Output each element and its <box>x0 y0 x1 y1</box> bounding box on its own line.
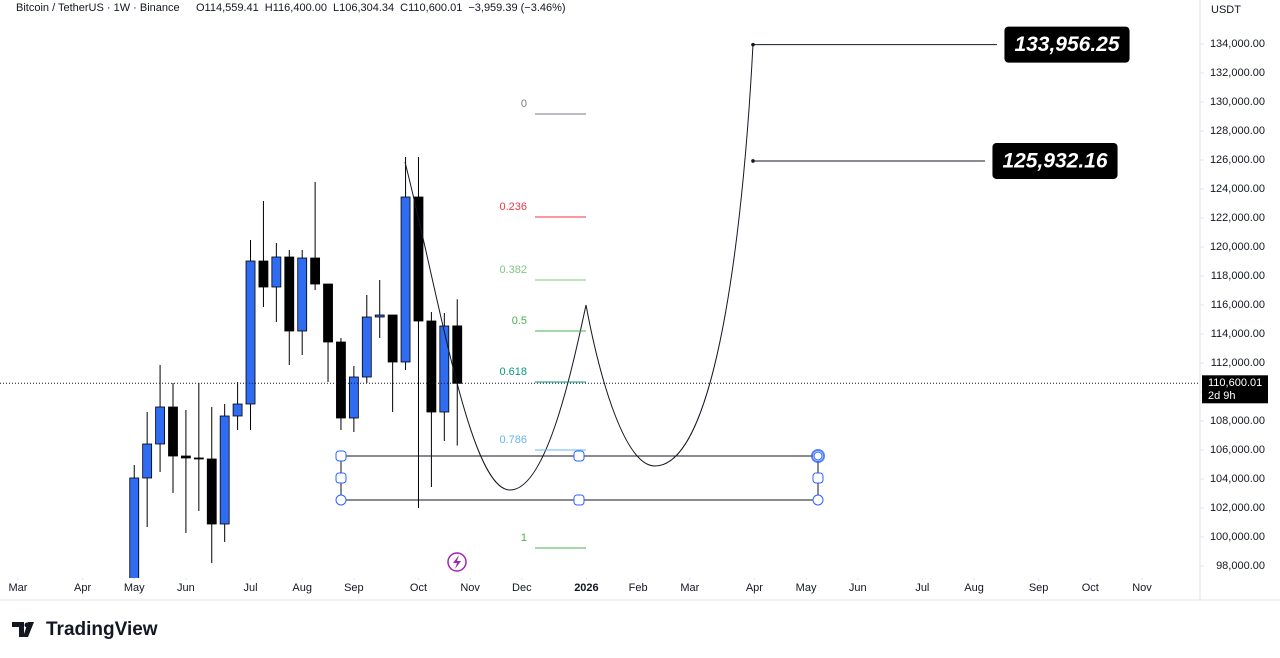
x-tick-label: Sep <box>344 582 364 594</box>
x-tick-label: Mar <box>680 582 699 594</box>
y-tick-label: 128,000.00 <box>1210 125 1265 137</box>
plot <box>129 156 463 578</box>
x-tick-label: May <box>124 582 145 594</box>
x-tick-label: Jun <box>177 582 195 594</box>
y-tick-label: 98,000.00 <box>1216 560 1265 572</box>
candle-body <box>452 325 463 384</box>
x-tick-label: Apr <box>746 582 763 594</box>
last-price-box <box>1202 375 1268 404</box>
lightning-icon[interactable] <box>447 552 467 572</box>
y-tick-label: 130,000.00 <box>1210 96 1265 108</box>
x-tick-label: Sep <box>1029 582 1049 594</box>
fib-label: 1 <box>521 532 527 544</box>
range-box <box>335 449 825 506</box>
fib-label: 0.5 <box>512 315 527 327</box>
candle-body <box>168 406 178 457</box>
candle-body <box>206 458 217 525</box>
x-tick-label: Aug <box>292 582 312 594</box>
candle-body <box>374 314 385 318</box>
candle-body <box>258 260 269 288</box>
x-tick-label: Mar <box>8 582 27 594</box>
y-tick-label: 114,000.00 <box>1211 328 1265 340</box>
target-box <box>1004 26 1130 63</box>
candle-body <box>439 325 450 413</box>
y-axis-label: USDT <box>1211 4 1241 16</box>
y-tick-label: 116,000.00 <box>1211 299 1265 311</box>
fib-label: 0.618 <box>499 366 527 378</box>
projection-path <box>404 43 754 491</box>
x-tick-label: Jul <box>243 582 257 594</box>
x-tick-label: Oct <box>410 582 427 594</box>
candle-body <box>310 257 321 285</box>
target-label: 133,956.25 <box>1014 33 1119 56</box>
candle-body <box>387 314 398 363</box>
candle-body <box>336 341 346 419</box>
brand-name: TradingView <box>46 619 158 640</box>
candle-body <box>284 256 295 332</box>
candle-body <box>193 457 204 460</box>
x-tick-label: Aug <box>964 582 984 594</box>
brand-logo[interactable]: TradingView <box>12 619 158 640</box>
y-tick-label: 124,000.00 <box>1210 183 1265 195</box>
y-tick-label: 100,000.00 <box>1210 531 1265 543</box>
x-tick-label: 2026 <box>574 582 598 594</box>
candle-body <box>219 415 230 525</box>
ohlc-value: C110,600.01 <box>400 2 462 14</box>
x-tick-label: Nov <box>460 582 480 594</box>
x-tick-label: Nov <box>1132 582 1152 594</box>
symbol: Bitcoin / TetherUS · 1W · Binance <box>16 2 180 14</box>
y-tick-label: 120,000.00 <box>1210 241 1265 253</box>
y-tick-label: 106,000.00 <box>1210 444 1265 456</box>
candle-body <box>361 316 372 378</box>
target-box <box>992 142 1118 179</box>
target-dot <box>751 159 755 163</box>
ohlc-value: −3,959.39 (−3.46%) <box>468 2 565 14</box>
candle-body <box>245 260 256 405</box>
candle-body <box>426 320 437 413</box>
candle-body <box>271 256 282 288</box>
fib-label: 0 <box>521 98 527 110</box>
candle-body <box>232 403 243 417</box>
x-tick-label: Apr <box>74 582 91 594</box>
candle-body <box>297 257 308 332</box>
x-tick-label: Dec <box>512 582 532 594</box>
x-tick-label: Jun <box>849 582 867 594</box>
y-tick-label: 134,000.00 <box>1210 38 1265 50</box>
x-tick-label: Jul <box>915 582 929 594</box>
candle-body <box>348 376 359 419</box>
x-tick-label: Feb <box>629 582 648 594</box>
candle-body <box>400 196 411 363</box>
candle-body <box>155 406 165 445</box>
fib-label: 0.236 <box>499 201 527 213</box>
candle-body <box>129 477 140 578</box>
countdown-label: 2d 9h <box>1208 390 1236 402</box>
y-tick-label: 118,000.00 <box>1211 270 1265 282</box>
candle-body <box>323 283 333 343</box>
candle-body <box>181 455 191 459</box>
fib-label: 0.786 <box>499 434 527 446</box>
candle-body <box>142 443 153 479</box>
y-tick-label: 104,000.00 <box>1210 473 1265 485</box>
y-tick-label: 102,000.00 <box>1210 502 1265 514</box>
candle-body <box>413 196 424 322</box>
y-tick-label: 126,000.00 <box>1210 154 1265 166</box>
x-tick-label: Oct <box>1082 582 1099 594</box>
last-price-label: 110,600.01 <box>1208 377 1262 389</box>
ohlc-value: L106,304.34 <box>333 2 394 14</box>
target-label: 125,932.16 <box>1002 150 1107 173</box>
ohlc-value: H116,400.00 <box>265 2 327 14</box>
ohlc-value: O114,559.41 <box>196 2 259 14</box>
y-tick-label: 112,000.00 <box>1211 357 1265 369</box>
header: Bitcoin / TetherUS · 1W · Binance O114,5… <box>16 2 566 14</box>
y-tick-label: 122,000.00 <box>1210 212 1265 224</box>
y-tick-label: 132,000.00 <box>1210 67 1265 79</box>
target-dot <box>751 42 755 47</box>
x-tick-label: May <box>796 582 817 594</box>
fib-label: 0.382 <box>499 264 527 276</box>
y-tick-label: 108,000.00 <box>1210 415 1265 427</box>
